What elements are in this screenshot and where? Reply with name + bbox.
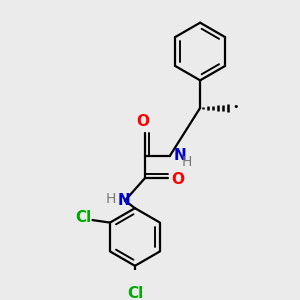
Text: N: N: [174, 148, 187, 163]
Text: N: N: [117, 193, 130, 208]
Text: O: O: [136, 114, 149, 129]
Text: Cl: Cl: [127, 286, 143, 300]
Text: Cl: Cl: [75, 210, 91, 225]
Text: H: H: [106, 192, 116, 206]
Text: •: •: [232, 102, 239, 112]
Text: H: H: [181, 155, 192, 169]
Text: O: O: [171, 172, 184, 187]
